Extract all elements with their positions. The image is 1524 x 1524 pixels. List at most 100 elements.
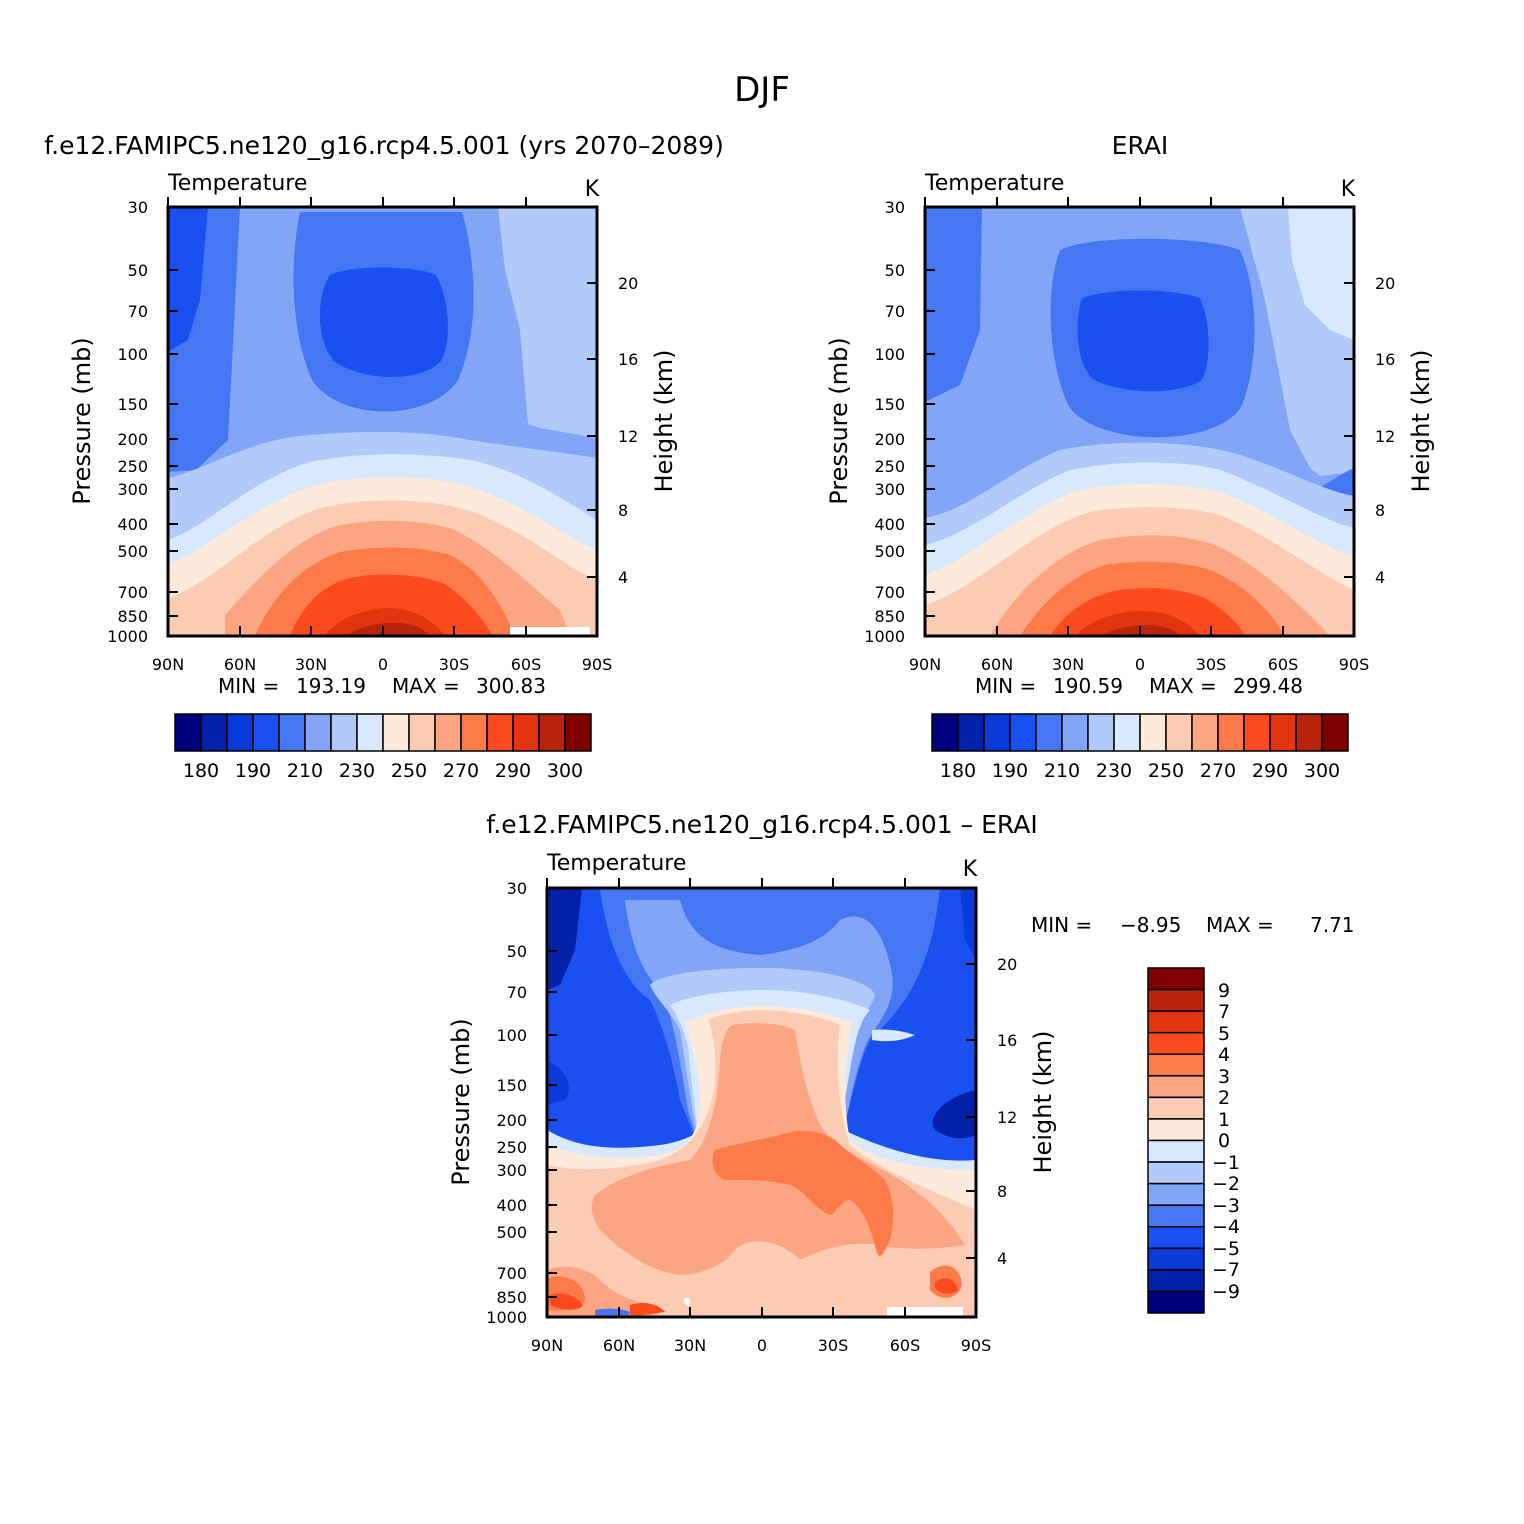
panel-erai-x-labels: 90N 60N 30N 0 30S 60S 90S	[909, 655, 1369, 674]
contour-band	[290, 574, 492, 636]
y-tick-label: 500	[496, 1223, 527, 1242]
colorbar-swatch	[174, 713, 202, 752]
colorbar-tick-label: 300	[547, 760, 583, 782]
panel-difference-variable-label: Temperature	[546, 851, 686, 876]
panel-difference-x-labels: 90N 60N 30N 0 30S 60S 90S	[531, 1336, 991, 1355]
colorbar-swatch	[1147, 1139, 1205, 1163]
y-tick-label: 150	[874, 395, 905, 414]
contour-band	[925, 207, 982, 402]
colorbar-tick-label: 190	[235, 760, 271, 782]
contour-band	[932, 1090, 976, 1139]
colorbar-swatch	[1035, 713, 1063, 752]
colorbar-swatch	[1147, 988, 1205, 1012]
colorbar-tick-label: 180	[183, 760, 219, 782]
colorbar-swatch	[1147, 967, 1205, 991]
x-tick-label: 30N	[1052, 655, 1084, 674]
colorbar-tick-label: 1	[1218, 1109, 1230, 1131]
x-tick-label: 30S	[1196, 655, 1227, 674]
panel-erai-colorbar-labels: 180 190 210 230 250 270 290 300	[940, 760, 1340, 782]
colorbar-tick-label: 270	[1200, 760, 1236, 782]
colorbar-swatch	[1087, 713, 1115, 752]
colorbar-swatch	[1147, 1161, 1205, 1185]
y-tick-label: 500	[874, 542, 905, 561]
contour-band	[872, 1029, 915, 1042]
stats-min-label: MIN =	[975, 674, 1036, 698]
y2-tick-label: 16	[1375, 350, 1395, 369]
y2-tick-label: 20	[1375, 274, 1395, 293]
contour-band	[345, 622, 430, 636]
y-tick-label: 30	[128, 198, 148, 217]
y-tick-label: 300	[117, 480, 148, 499]
colorbar-swatch	[1009, 713, 1037, 752]
x-tick-label: 30S	[439, 655, 470, 674]
y-tick-label: 250	[874, 457, 905, 476]
colorbar-swatch	[1147, 1269, 1205, 1293]
panel-difference-ylabel: Pressure (mb)	[447, 1018, 475, 1185]
x-tick-label: 90S	[582, 655, 613, 674]
y-tick-label: 50	[128, 261, 148, 280]
colorbar-swatch	[512, 713, 540, 752]
panel-difference-units: K	[963, 857, 978, 882]
colorbar-swatch	[278, 713, 306, 752]
panel-erai-variable-label: Temperature	[924, 171, 1064, 196]
x-tick-label: 90N	[531, 1336, 563, 1355]
colorbar-swatch	[1321, 713, 1349, 752]
colorbar-swatch	[957, 713, 985, 752]
stats-min-label: MIN =	[218, 674, 279, 698]
figure-title: DJF	[734, 70, 790, 110]
panel-erai-colorbar	[931, 713, 1349, 752]
contour-band	[684, 1297, 691, 1306]
colorbar-swatch	[1147, 1247, 1205, 1271]
y2-tick-label: 16	[997, 1031, 1017, 1050]
colorbar-tick-label: 210	[1044, 760, 1080, 782]
colorbar-swatch	[1269, 713, 1297, 752]
y-tick-label: 700	[496, 1264, 527, 1283]
y-tick-label: 500	[117, 542, 148, 561]
y2-tick-label: 12	[1375, 427, 1395, 446]
colorbar-swatch	[200, 713, 228, 752]
colorbar-swatch	[1295, 713, 1323, 752]
stats-max-value: 7.71	[1310, 913, 1355, 937]
colorbar-tick-label: 290	[495, 760, 531, 782]
stats-min-value: 193.19	[296, 674, 366, 698]
stats-max-label: MAX =	[1149, 674, 1217, 698]
y-tick-label: 400	[874, 515, 905, 534]
colorbar-tick-label: 210	[287, 760, 323, 782]
contour-missing-region	[510, 627, 590, 636]
colorbar-tick-label: −2	[1212, 1173, 1240, 1195]
x-tick-label: 60N	[981, 655, 1013, 674]
colorbar-tick-label: 270	[443, 760, 479, 782]
colorbar-swatch	[983, 713, 1011, 752]
panel-difference-title: f.e12.FAMIPC5.ne120_g16.rcp4.5.001 – ERA…	[486, 810, 1037, 839]
y-tick-label: 70	[507, 983, 527, 1002]
y-tick-label: 50	[507, 942, 527, 961]
x-tick-label: 90S	[961, 1336, 992, 1355]
contour-band	[547, 888, 582, 990]
colorbar-swatch	[434, 713, 462, 752]
colorbar-tick-label: 3	[1218, 1066, 1230, 1088]
panel-difference-stats: MIN = −8.95 MAX = 7.71	[1031, 913, 1355, 937]
colorbar-tick-label: 4	[1218, 1044, 1230, 1066]
contour-band	[935, 1278, 958, 1294]
colorbar-tick-label: 9	[1218, 980, 1230, 1002]
y-tick-label: 50	[885, 261, 905, 280]
colorbar-tick-label: −9	[1212, 1281, 1240, 1303]
colorbar-swatch	[252, 713, 280, 752]
colorbar-tick-label: −4	[1212, 1216, 1240, 1238]
x-tick-label: 0	[378, 655, 388, 674]
panel-erai-y2label: Height (km)	[1407, 350, 1435, 493]
colorbar-swatch	[382, 713, 410, 752]
colorbar-swatch	[356, 713, 384, 752]
colorbar-swatch	[1147, 1226, 1205, 1250]
x-tick-label: 60S	[890, 1336, 921, 1355]
y-tick-label: 400	[496, 1196, 527, 1215]
colorbar-tick-label: 5	[1218, 1023, 1230, 1045]
y-tick-label: 30	[507, 879, 527, 898]
y-tick-label: 200	[496, 1111, 527, 1130]
colorbar-tick-label: 300	[1304, 760, 1340, 782]
panel-model-ylabel: Pressure (mb)	[68, 337, 96, 504]
colorbar-swatch	[1061, 713, 1089, 752]
colorbar-swatch	[1147, 1096, 1205, 1120]
y-tick-label: 30	[885, 198, 905, 217]
